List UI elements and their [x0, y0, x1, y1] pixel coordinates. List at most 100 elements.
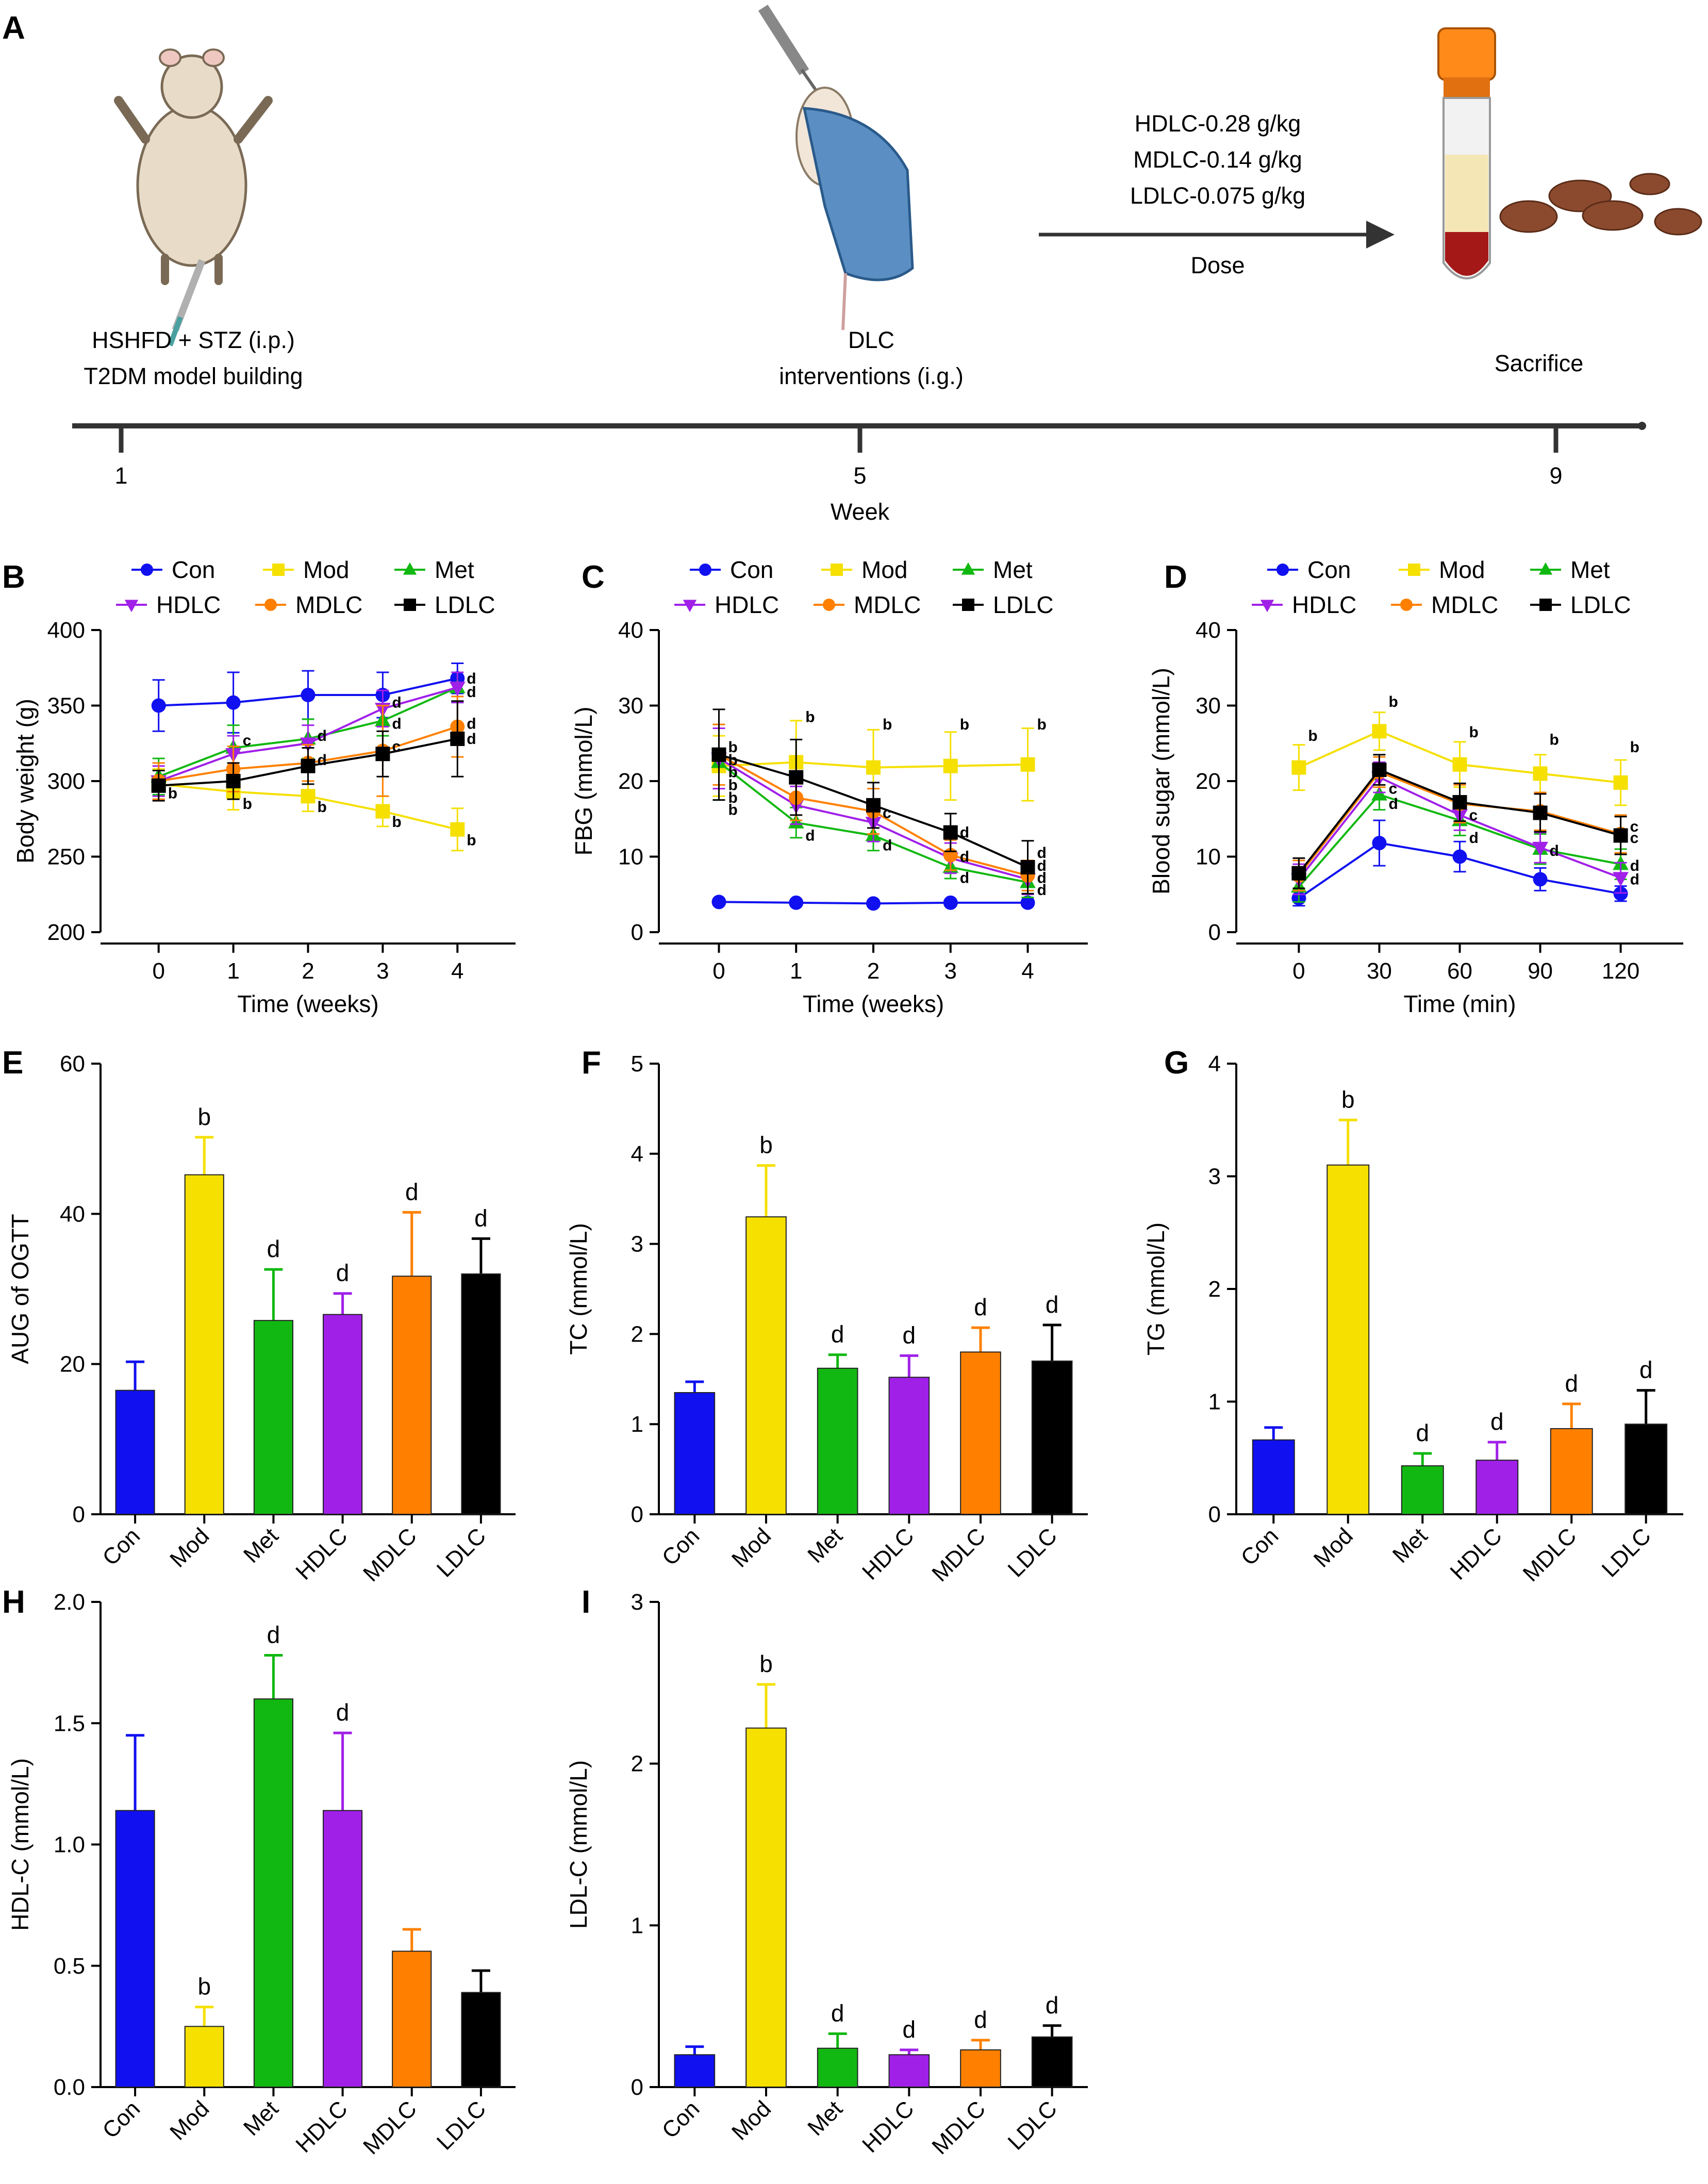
y-tick-label: 1.0	[54, 1832, 85, 1858]
y-tick-label: 10	[1196, 845, 1221, 870]
significance-label: d	[1630, 871, 1639, 888]
significance-label: d	[1037, 857, 1047, 874]
legend-marker	[1408, 564, 1420, 576]
legend-marker	[683, 600, 697, 613]
data-point	[301, 687, 316, 702]
data-point	[226, 774, 241, 788]
x-tick-label: Con	[657, 2096, 705, 2143]
x-tick-label: MDLC	[1518, 1523, 1582, 1586]
panel-label: D	[1164, 559, 1187, 595]
significance-label: d	[1388, 796, 1398, 813]
x-tick-label: HDLC	[857, 1523, 919, 1584]
significance-label: b	[1630, 739, 1639, 756]
y-tick-label: 20	[618, 769, 643, 794]
significance-label: c	[883, 805, 891, 822]
significance-label: b	[728, 776, 737, 793]
legend-marker	[141, 564, 153, 576]
y-tick-label: 1	[631, 1913, 643, 1938]
bar-mdlc: d MDLC	[927, 2006, 1001, 2159]
y-tick-label: 2	[631, 1751, 643, 1777]
panel-i: I 0 1 2 3 LDL-C (mmol/L) Con b Mod d Met d HDLC d MDLC…	[565, 1584, 1088, 2159]
y-axis-label: LDL-C (mmol/L)	[565, 1760, 592, 1929]
legend-marker	[264, 599, 277, 611]
significance-label: c	[1630, 818, 1639, 835]
significance-label: d	[474, 1204, 488, 1231]
y-tick-label: 250	[47, 845, 85, 870]
x-tick-label: 90	[1528, 958, 1553, 984]
bar-ldlc: LDLC	[432, 1969, 501, 2155]
bar-rect	[888, 2054, 930, 2088]
step-2-line-1: DLC	[848, 327, 894, 353]
bar-rect	[1475, 1460, 1519, 1515]
significance-label: b	[1469, 724, 1479, 741]
bar-rect	[461, 1992, 501, 2088]
data-point	[1533, 805, 1548, 820]
y-tick-label: 20	[60, 1352, 85, 1377]
significance-label: d	[467, 731, 476, 748]
legend-marker	[823, 599, 835, 611]
bar-rect	[674, 2054, 716, 2088]
legend-marker	[1276, 564, 1289, 576]
x-tick-label: 4	[451, 958, 463, 984]
bar-mdlc: d MDLC	[927, 1294, 1001, 1586]
y-tick-label: 40	[1196, 618, 1221, 643]
y-axis-label: HDL-C (mmol/L)	[7, 1758, 34, 1931]
bar-hdlc: d HDLC	[291, 1699, 363, 2158]
y-tick-label: 0	[631, 1502, 643, 1527]
data-point	[1452, 849, 1467, 864]
bar-rect	[960, 2049, 1001, 2088]
bar-met: d Met	[239, 1622, 293, 2141]
significance-label: b	[1388, 693, 1398, 710]
significance-label: c	[243, 732, 252, 749]
significance-label: d	[467, 716, 476, 733]
significance-label: d	[1037, 882, 1047, 899]
legend-item-met: Met	[953, 556, 1033, 583]
significance-label: b	[467, 832, 476, 849]
legend-item-mod: Mod	[821, 556, 907, 583]
significance-label: c	[1469, 807, 1478, 824]
legend-label: HDLC	[1292, 591, 1356, 618]
data-point	[375, 804, 390, 819]
bar-rect	[323, 1314, 363, 1515]
x-tick-label: Con	[97, 1523, 145, 1570]
panel-g: G 0 1 2 3 4 TG (mmol/L) Con b Mod d Met d HDLC d MDLC d L…	[1142, 1045, 1683, 1586]
significance-label: d	[1037, 870, 1047, 887]
significance-label: b	[883, 716, 892, 733]
x-tick-label: 4	[1021, 958, 1034, 984]
bar-mod: b Mod	[165, 1103, 224, 1573]
legend-label: HDLC	[715, 591, 779, 618]
significance-label: b	[728, 752, 737, 769]
x-tick-label: LDLC	[432, 2096, 491, 2155]
significance-label: b	[197, 1973, 211, 2000]
x-tick-label: HDLC	[1445, 1523, 1506, 1584]
x-tick-label: 0	[1292, 958, 1305, 984]
legend-label: LDLC	[1570, 591, 1631, 618]
significance-label: c	[392, 738, 401, 755]
step-1-line-2: T2DM model building	[84, 363, 303, 389]
panel-label: I	[582, 1584, 590, 1620]
significance-label: b	[759, 1132, 773, 1159]
data-point	[866, 896, 881, 911]
week-tick-9: 9	[1549, 462, 1562, 489]
legend-label: Con	[172, 556, 215, 583]
significance-label: d	[1550, 842, 1559, 859]
series-ldlc	[711, 708, 1035, 895]
legend-label: Con	[730, 556, 773, 583]
step-3-label: Sacrifice	[1495, 350, 1584, 376]
bar-rect	[1031, 1360, 1073, 1515]
legend-item-con: Con	[131, 556, 215, 583]
data-point	[1452, 795, 1467, 810]
legend-label: HDLC	[156, 591, 221, 618]
significance-label: d	[392, 694, 401, 712]
significance-label: d	[831, 1999, 844, 2026]
x-tick-label: Mod	[165, 1523, 214, 1572]
significance-label: b	[805, 708, 815, 725]
bar-rect	[817, 2047, 858, 2088]
week-tick-1: 1	[114, 462, 127, 489]
bar-rect	[184, 2026, 224, 2088]
significance-label: d	[1565, 1370, 1578, 1397]
significance-label: d	[1046, 1992, 1059, 2018]
significance-label: b	[168, 785, 177, 802]
